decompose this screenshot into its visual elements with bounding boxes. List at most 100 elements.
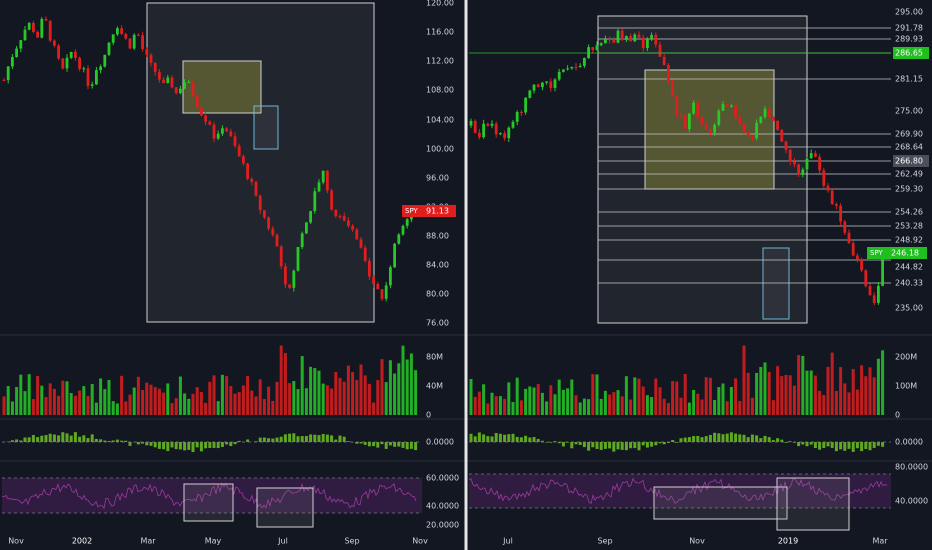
volume-bar [57,395,61,415]
volume-bar [136,376,140,415]
volume-bar [195,387,199,415]
rsi-tick-label: 80.0000 [895,463,928,472]
volume-bar [591,374,595,415]
candle-body [595,45,599,51]
candle-body [688,113,691,130]
x-tick-label: Jul [502,537,513,546]
price-tick-label: 295.00 [895,8,923,17]
candle-body [2,79,6,81]
candle-body [486,123,490,126]
rsi-range-box [183,483,234,522]
candle-body [860,259,863,271]
volume-bar [683,374,687,415]
macd-bar [515,436,519,442]
volume-bar [666,403,670,415]
volume-tick-label: 80M [426,353,443,362]
price-tick-label: 289.93 [895,35,923,44]
volume-bar [325,385,329,415]
macd-bar [309,434,313,442]
volume-bar [708,377,712,415]
price-tick-label: 281.15 [895,75,923,84]
macd-bar [229,442,233,447]
candle-body [53,40,56,46]
volume-bar [746,372,750,415]
candle-body [864,270,868,286]
volume-bar [342,381,346,415]
price-tick-label: 100.00 [426,145,454,154]
volume-bar [174,398,178,415]
macd-bar [868,442,872,451]
volume-bar [528,386,532,415]
volume-bar [771,400,775,415]
candle-body [183,82,186,89]
macd-bar [746,437,750,442]
volume-tick-label: 200M [895,353,917,362]
macd-bar [570,442,574,449]
macd-bar [641,442,645,446]
candle-body [868,285,872,296]
macd-bar [384,442,388,449]
volume-bar [128,394,132,415]
candle-body [709,128,712,133]
volume-bar [178,376,182,415]
volume-bar [166,383,170,415]
price-tick-label: 275.00 [895,107,923,116]
macd-bar [553,441,557,442]
volume-bar [872,377,876,415]
volume-bar [6,386,10,415]
candle-body [545,81,548,83]
price-tick-label: 104.00 [426,116,454,125]
macd-bar [561,442,565,447]
volume-bar [48,383,52,415]
macd-bar [742,434,746,442]
macd-bar [851,442,855,452]
candle-body [755,122,758,139]
candle-body [11,57,14,67]
macd-bar [834,442,838,452]
macd-bar [166,442,170,452]
macd-bar [141,442,145,444]
x-tick-label: Nov [8,537,24,546]
candle-body [296,247,300,271]
volume-bar [637,378,641,415]
volume-bar [313,368,317,415]
volume-bar [15,386,19,415]
volume-bar [267,386,271,415]
macd-bar [574,442,578,445]
price-label-bg [893,155,929,167]
price-tick-label: 244.82 [895,263,923,272]
volume-bar [687,402,691,415]
macd-bar [187,442,191,450]
volume-bar [734,378,738,415]
volume-bar [199,392,203,415]
volume-bar [367,383,371,415]
macd-bar [296,436,300,442]
candle-body [48,20,52,41]
volume-bar [641,386,645,415]
macd-bar [532,437,536,442]
candle-body [141,35,144,50]
macd-bar [225,442,229,445]
macd-bar [881,442,885,447]
macd-bar [872,442,876,448]
volume-bar [401,345,405,415]
candle-body [284,266,287,285]
macd-bar [864,442,868,450]
candle-body [19,40,23,49]
x-tick-label: Sep [597,537,612,546]
macd-bar [687,437,691,442]
candle-body [528,90,532,98]
volume-bar [540,392,544,415]
macd-bar [191,442,195,453]
candle-body [490,123,494,126]
volume-bar [309,366,313,415]
macd-bar [767,437,771,442]
macd-bar [755,435,759,442]
volume-bar [511,402,515,415]
candle-body [805,158,809,170]
macd-bar [763,435,767,442]
candle-body [591,47,595,51]
macd-bar [818,442,822,450]
candle-body [494,123,498,135]
macd-bar [397,442,401,447]
